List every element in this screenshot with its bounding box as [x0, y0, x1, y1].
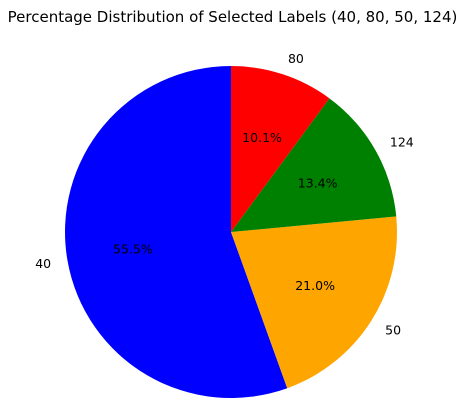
- percent-label-40: 55.5%: [113, 242, 153, 257]
- pie-slice-124: [231, 98, 397, 232]
- category-labels: 40 50 124 80: [35, 51, 414, 337]
- category-label-124: 124: [390, 135, 414, 150]
- percent-label-124: 13.4%: [298, 175, 338, 190]
- pie-slice-80: [231, 66, 330, 232]
- percent-labels: 55.5% 21.0% 13.4% 10.1%: [113, 130, 338, 293]
- chart-title: Percentage Distribution of Selected Labe…: [7, 8, 458, 26]
- category-label-40: 40: [35, 256, 51, 271]
- percent-label-50: 21.0%: [295, 278, 335, 293]
- category-label-80: 80: [288, 51, 304, 66]
- category-label-50: 50: [385, 322, 401, 337]
- pie-slices: [65, 66, 397, 399]
- pie-slice-40: [65, 66, 288, 399]
- percent-label-80: 10.1%: [242, 130, 282, 145]
- pie-slice-50: [231, 216, 397, 389]
